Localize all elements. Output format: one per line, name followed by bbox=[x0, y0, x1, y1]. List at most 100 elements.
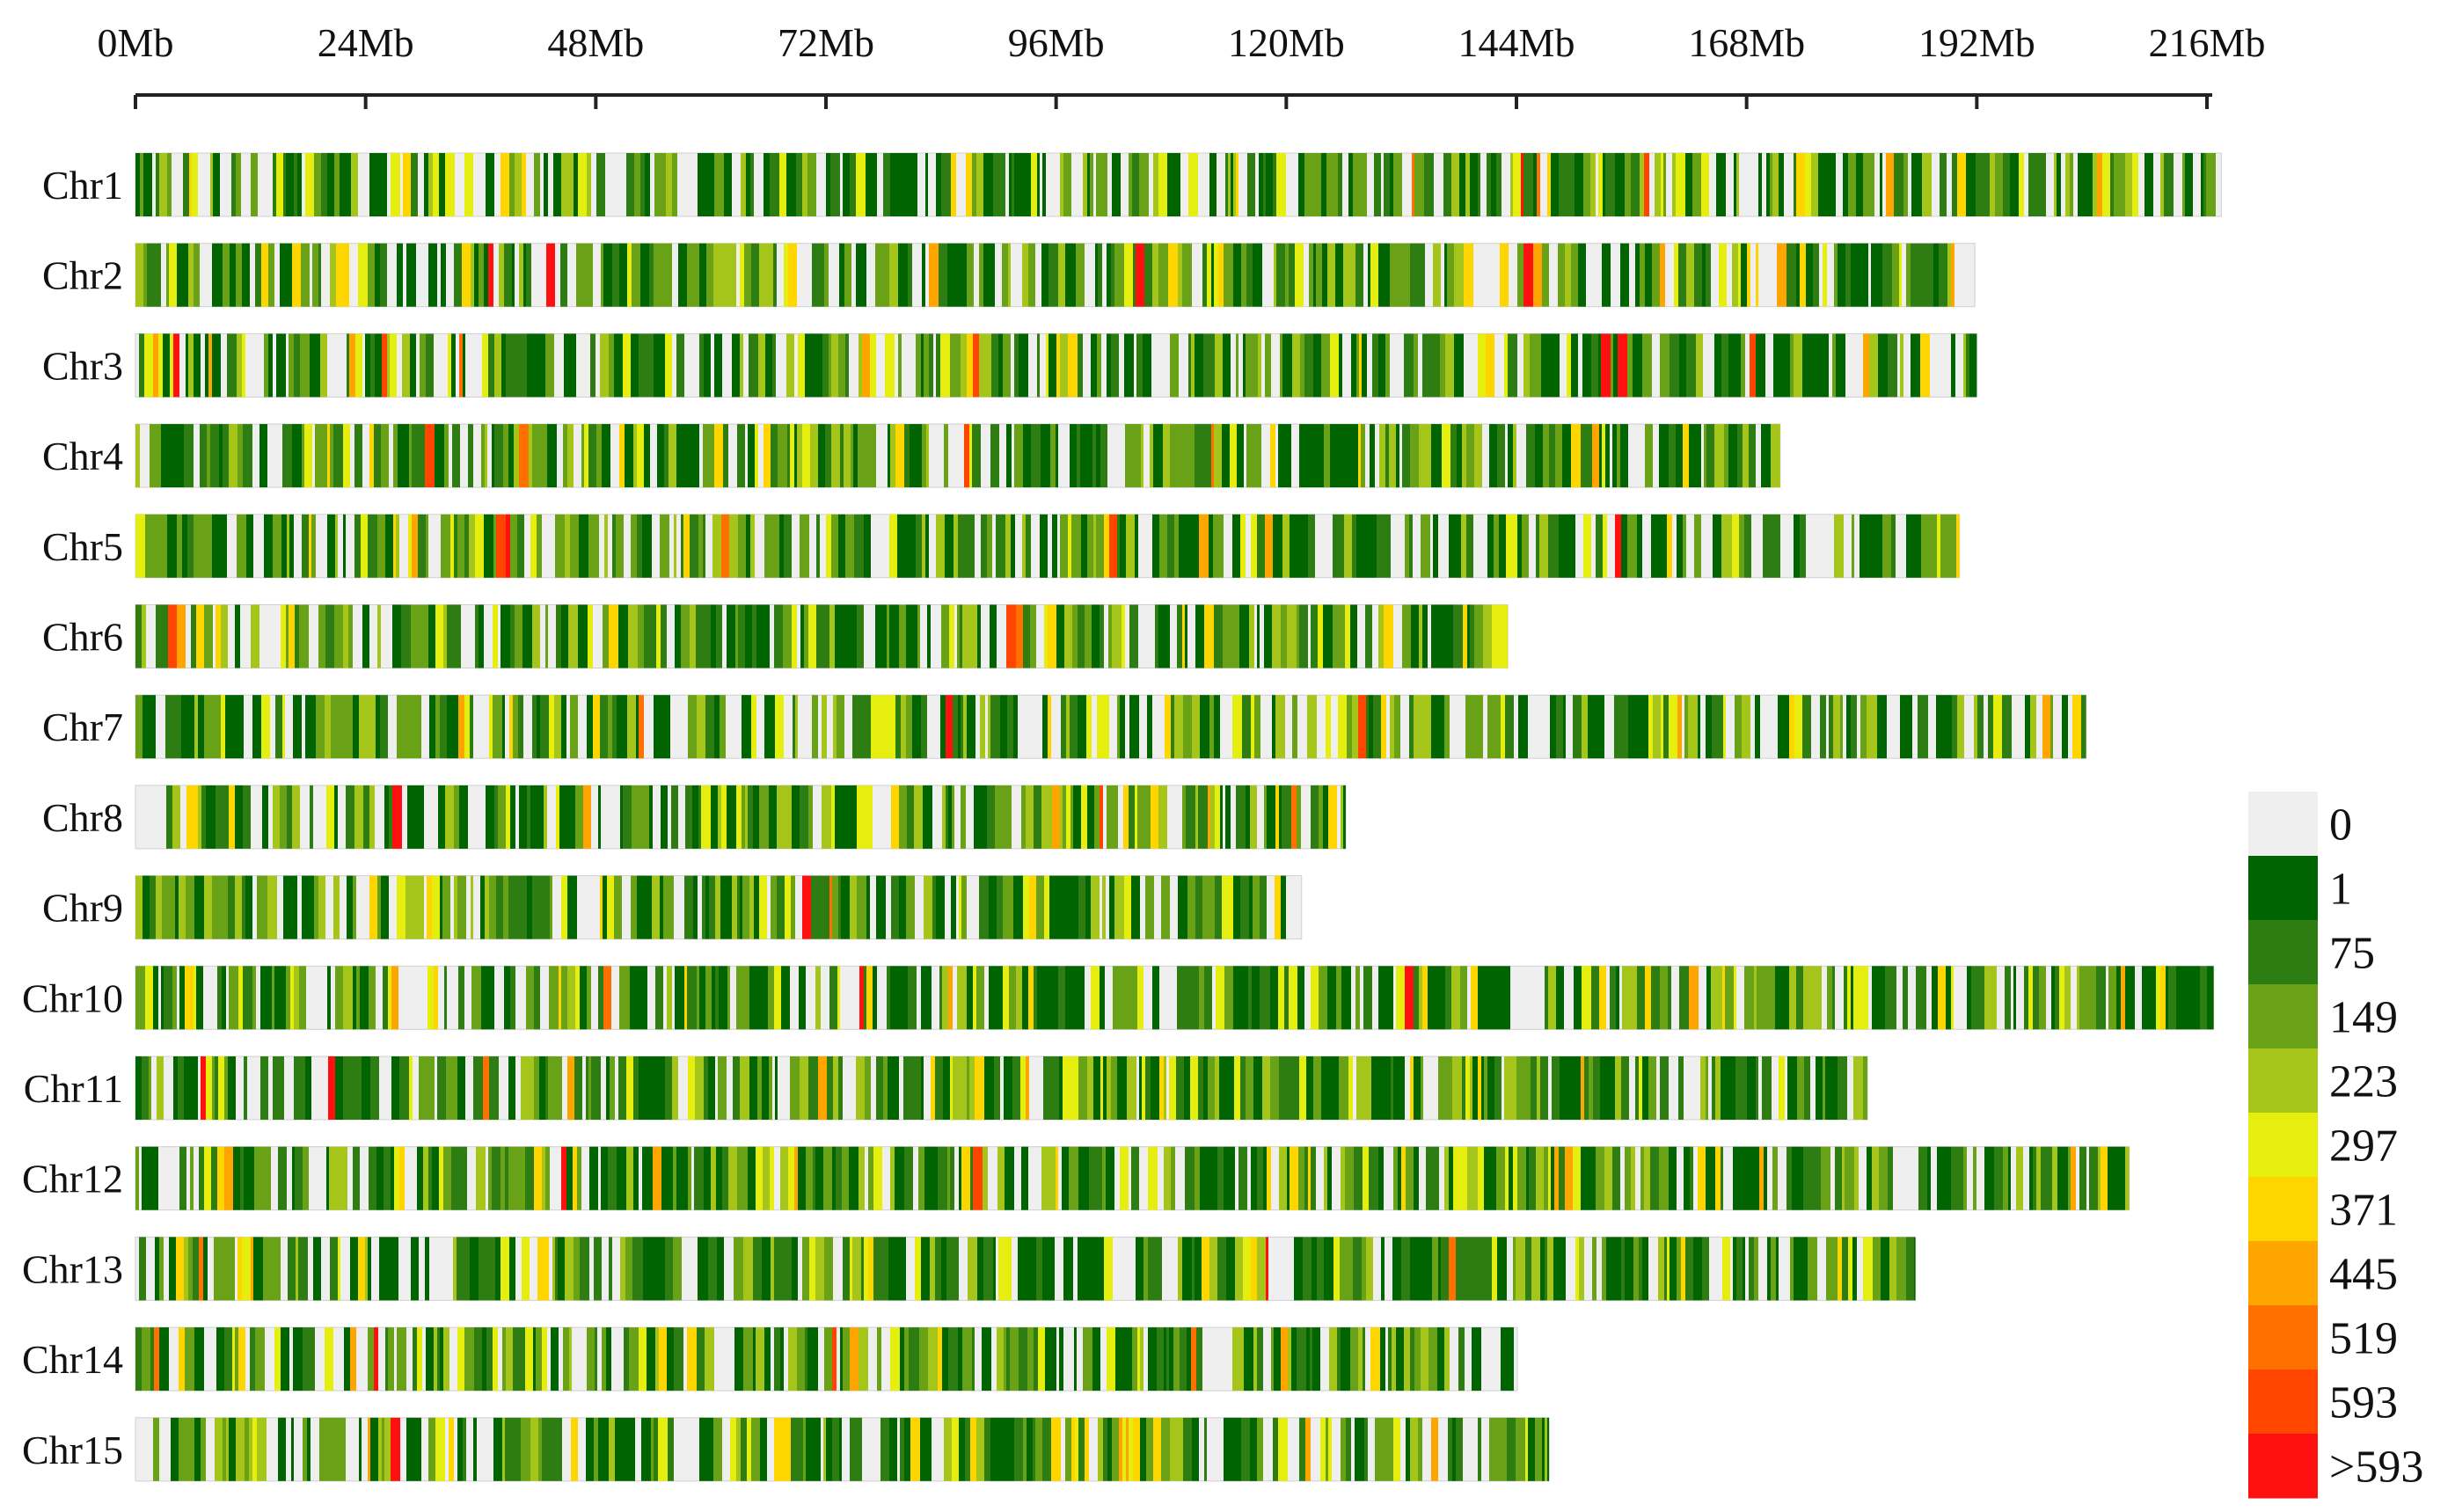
density-bin bbox=[661, 785, 668, 849]
density-bin bbox=[1589, 1056, 1593, 1120]
density-bin bbox=[859, 1146, 865, 1210]
density-bin bbox=[612, 243, 619, 307]
density-bin bbox=[868, 1237, 873, 1301]
density-bin bbox=[989, 243, 995, 307]
density-bin bbox=[527, 785, 530, 849]
density-bin bbox=[237, 1237, 242, 1301]
density-bin bbox=[654, 333, 662, 398]
density-bin bbox=[1107, 785, 1110, 849]
density-bin bbox=[1990, 966, 1997, 1030]
density-bin bbox=[1260, 966, 1267, 1030]
density-bin bbox=[1051, 966, 1058, 1030]
density-bin bbox=[340, 153, 347, 216]
density-bin bbox=[565, 1237, 574, 1301]
density-bin bbox=[1297, 1327, 1306, 1391]
density-bin bbox=[313, 1237, 318, 1301]
density-bin bbox=[632, 243, 640, 307]
density-bin bbox=[305, 695, 310, 759]
density-bin bbox=[484, 514, 493, 578]
density-bin bbox=[993, 153, 999, 216]
density-bin bbox=[514, 333, 519, 398]
density-bin bbox=[917, 604, 920, 668]
density-bin bbox=[526, 966, 534, 1030]
density-bin bbox=[1465, 1146, 1467, 1210]
density-bin bbox=[1906, 1237, 1914, 1301]
density-bin bbox=[454, 785, 459, 849]
density-bin bbox=[1891, 514, 1896, 578]
density-bin bbox=[948, 966, 953, 1030]
density-bin bbox=[1368, 243, 1370, 307]
density-bin bbox=[2049, 1146, 2052, 1210]
density-bin bbox=[236, 1417, 245, 1481]
density-bin bbox=[712, 153, 714, 216]
density-bin bbox=[750, 514, 755, 578]
density-bin bbox=[1143, 333, 1151, 398]
density-bin bbox=[2200, 966, 2207, 1030]
density-bin bbox=[305, 875, 314, 939]
density-bin bbox=[968, 514, 975, 578]
density-bin bbox=[155, 1237, 159, 1301]
density-bin bbox=[1363, 966, 1372, 1030]
density-bin bbox=[1602, 243, 1611, 307]
density-stripes bbox=[139, 1237, 1916, 1301]
density-bin bbox=[274, 966, 281, 1030]
density-bin bbox=[1706, 1056, 1708, 1120]
density-bin bbox=[489, 695, 493, 759]
density-bin bbox=[602, 1327, 606, 1391]
density-bin bbox=[883, 1056, 888, 1120]
density-bin bbox=[1523, 153, 1533, 216]
x-tick-label: 144Mb bbox=[1458, 20, 1575, 65]
density-bin bbox=[1267, 785, 1275, 849]
density-bin bbox=[997, 1327, 1004, 1391]
density-bin bbox=[988, 695, 990, 759]
density-bin bbox=[262, 785, 268, 849]
density-bin bbox=[1066, 695, 1070, 759]
density-bin bbox=[185, 966, 194, 1030]
density-bin bbox=[347, 153, 351, 216]
density-bin bbox=[1299, 424, 1307, 488]
density-bin bbox=[1217, 695, 1220, 759]
x-tick-label: 0Mb bbox=[98, 20, 174, 65]
density-bin bbox=[1254, 695, 1260, 759]
density-bin bbox=[2064, 966, 2071, 1030]
density-bin bbox=[1092, 1327, 1098, 1391]
density-bin bbox=[1750, 333, 1756, 398]
density-bin bbox=[1362, 1237, 1366, 1301]
density-bin bbox=[775, 1056, 778, 1120]
density-bin bbox=[841, 875, 850, 939]
density-bin bbox=[744, 243, 751, 307]
density-bin bbox=[586, 1056, 588, 1120]
density-bin bbox=[377, 875, 381, 939]
density-bin bbox=[943, 1056, 950, 1120]
density-bin bbox=[1080, 424, 1086, 488]
density-bin bbox=[1832, 333, 1836, 398]
density-bin bbox=[1869, 153, 1874, 216]
density-bin bbox=[318, 243, 321, 307]
density-bin bbox=[1443, 153, 1451, 216]
density-bin bbox=[712, 966, 715, 1030]
density-bin bbox=[194, 695, 198, 759]
density-bin bbox=[255, 1327, 265, 1391]
density-bin bbox=[839, 243, 844, 307]
density-bin bbox=[674, 514, 676, 578]
density-bin bbox=[688, 1146, 691, 1210]
density-bin bbox=[805, 1327, 807, 1391]
density-bin bbox=[1612, 1146, 1620, 1210]
density-bin bbox=[417, 1146, 423, 1210]
density-bin bbox=[1207, 875, 1215, 939]
density-bin bbox=[204, 875, 212, 939]
density-bin bbox=[581, 424, 584, 488]
density-bin bbox=[1152, 514, 1159, 578]
density-bin bbox=[385, 1327, 388, 1391]
density-bin bbox=[1591, 333, 1598, 398]
density-bin bbox=[1188, 153, 1198, 216]
density-bin bbox=[150, 1327, 154, 1391]
density-bin bbox=[1916, 966, 1924, 1030]
density-bin bbox=[326, 785, 334, 849]
density-bin bbox=[948, 785, 952, 849]
density-bin bbox=[356, 1056, 362, 1120]
density-bin bbox=[2059, 966, 2064, 1030]
density-bin bbox=[760, 1417, 767, 1481]
density-bin bbox=[1679, 966, 1689, 1030]
density-bin bbox=[1318, 604, 1323, 668]
